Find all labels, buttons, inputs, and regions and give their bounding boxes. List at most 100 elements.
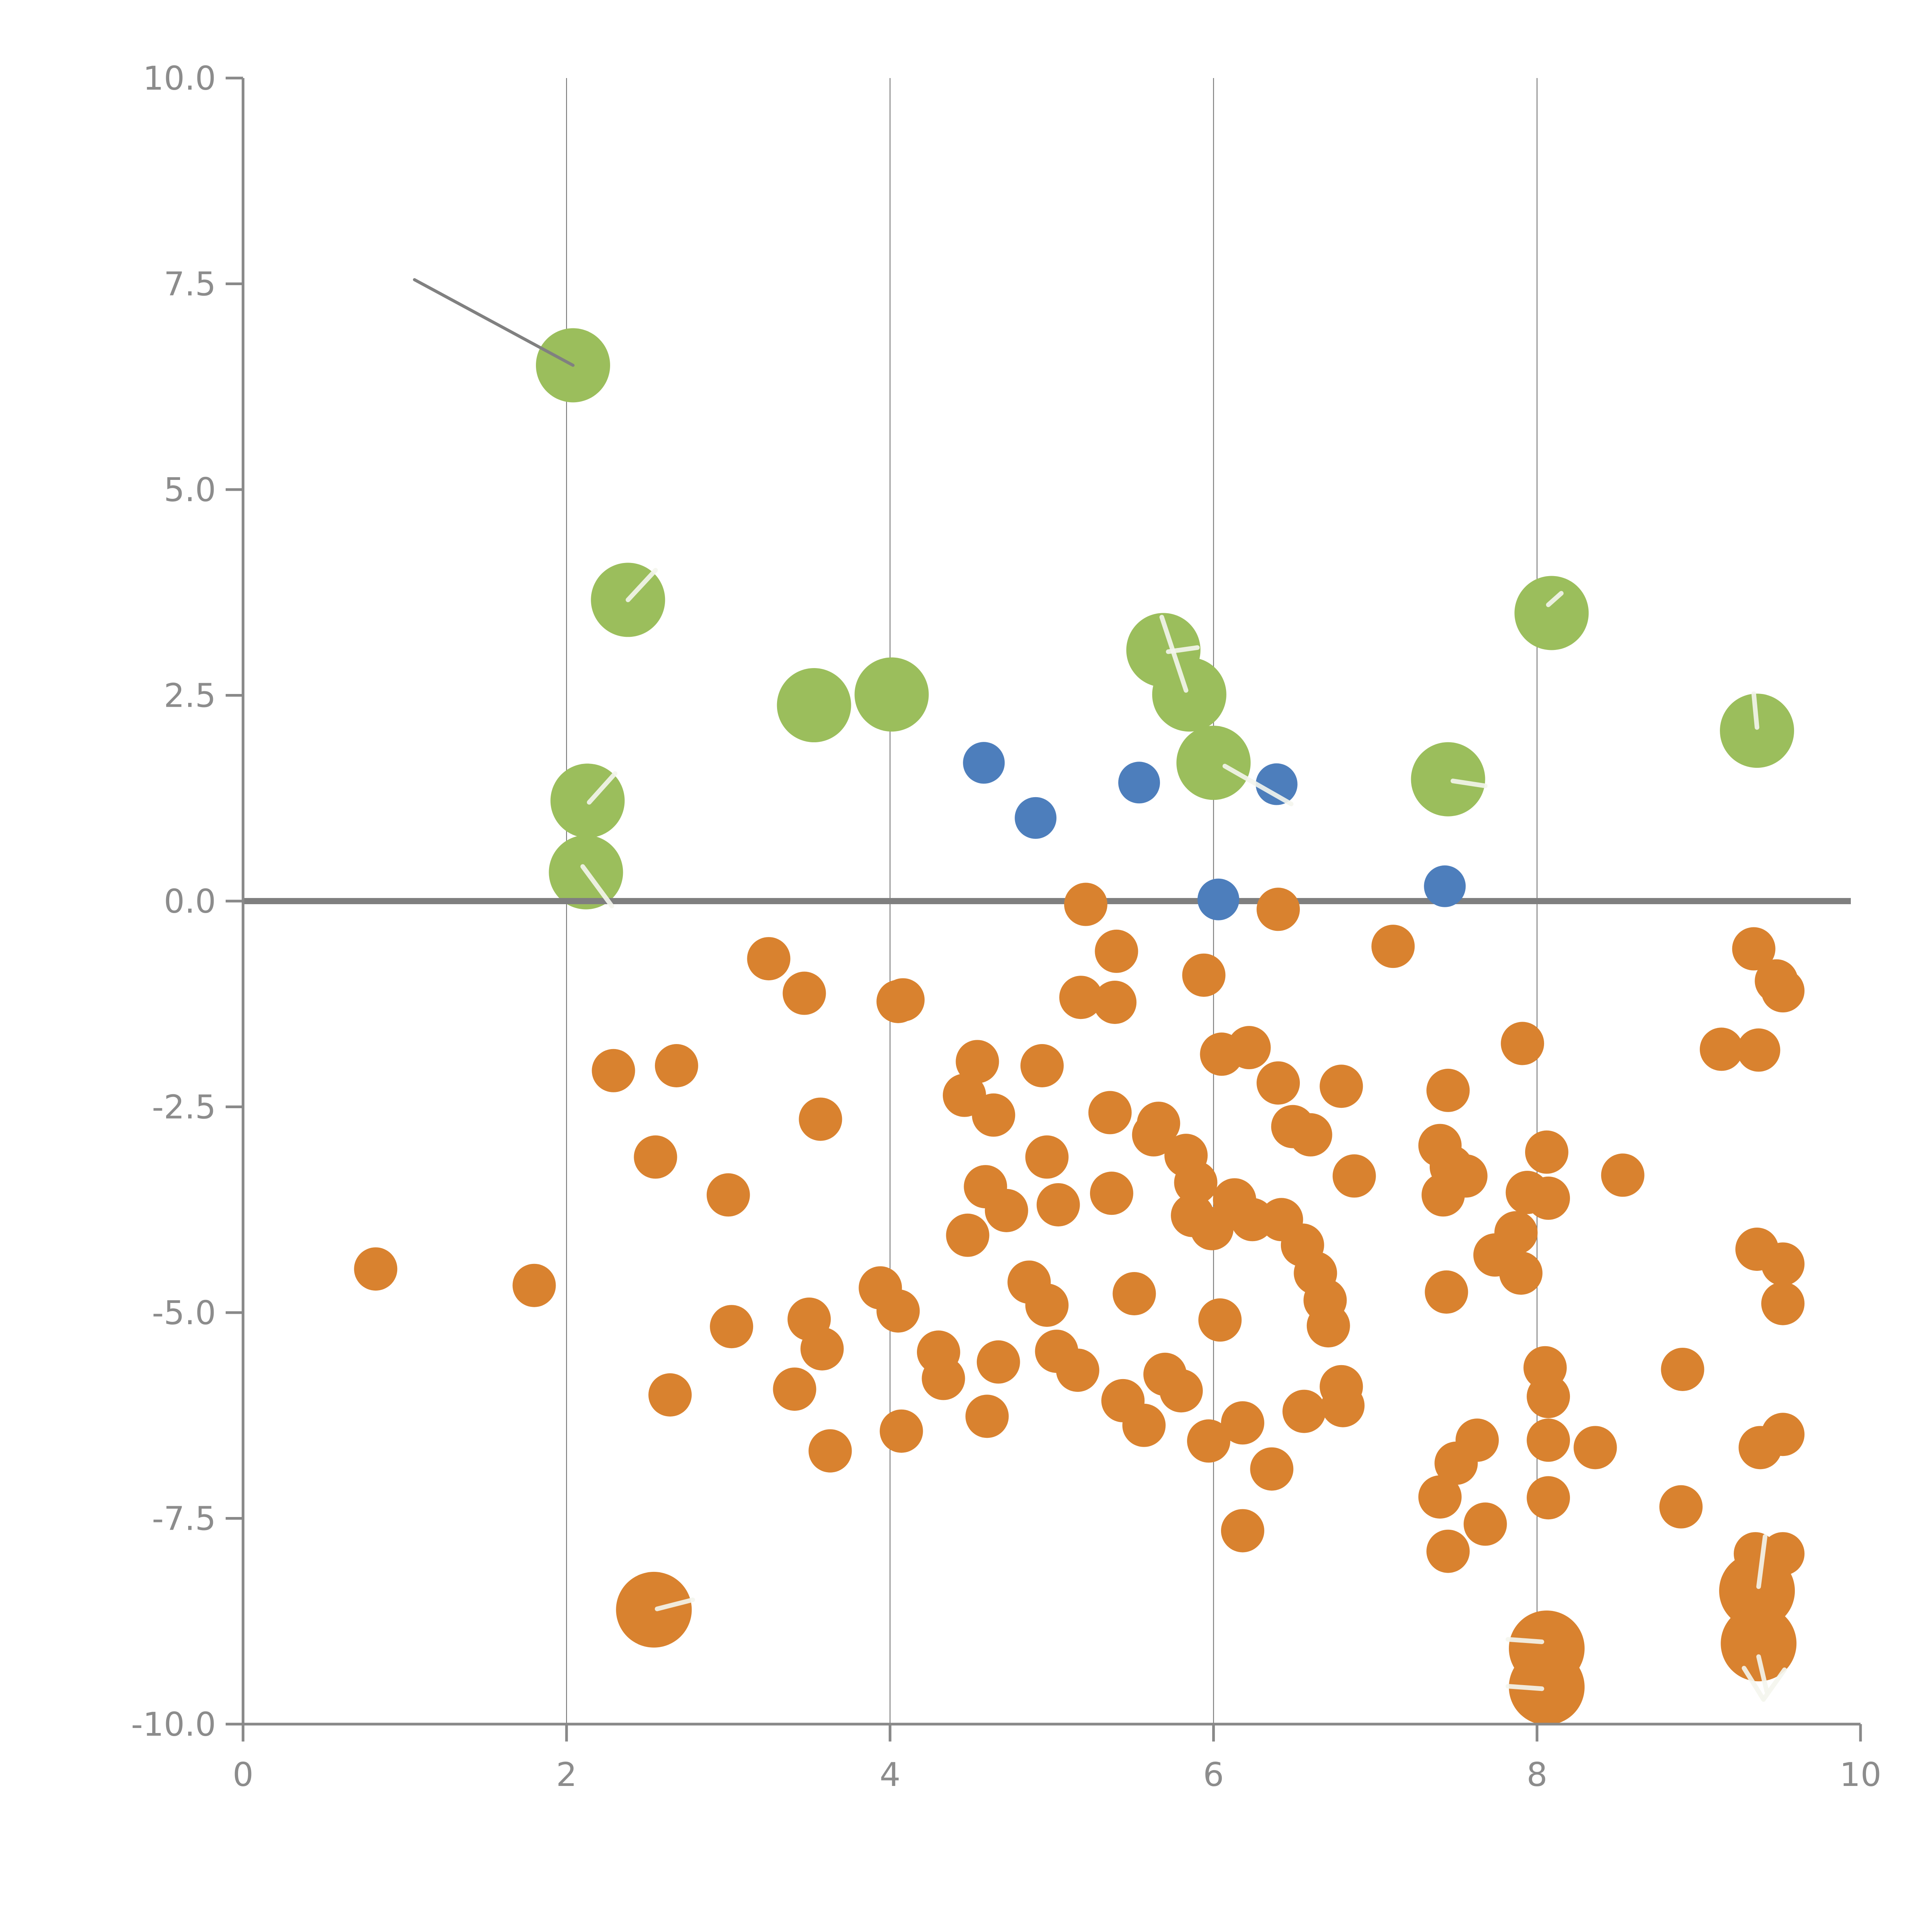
scatter-point-orange <box>616 1571 692 1648</box>
scatter-point-orange <box>1036 1183 1080 1226</box>
scatter-point-orange <box>1221 1509 1264 1553</box>
scatter-point-orange <box>1064 883 1107 926</box>
scatter-point-orange <box>1761 1282 1805 1325</box>
white-mark-9 <box>655 1597 695 1611</box>
y-tick-label: 10.0 <box>143 60 216 98</box>
scatter-point-orange <box>655 1044 698 1087</box>
scatter-point-orange <box>922 1357 965 1400</box>
scatter-point-orange <box>1289 1113 1332 1156</box>
y-tick-label: 2.5 <box>164 677 216 715</box>
white-marks <box>580 568 1787 1702</box>
scatter-point-orange <box>782 971 826 1015</box>
scatter-point-orange <box>1719 1553 1795 1629</box>
scatter-point-orange <box>879 1409 923 1453</box>
data-points <box>354 742 1805 1725</box>
scatter-point-orange <box>1250 1447 1294 1491</box>
x-tick-label: 4 <box>879 1756 900 1794</box>
scatter-point-orange <box>1257 1061 1300 1105</box>
scatter-point-blue <box>1424 865 1466 907</box>
scatter-point-orange <box>1573 1426 1617 1469</box>
scatter-point-orange <box>1434 1441 1478 1485</box>
scatter-point-orange <box>876 980 920 1023</box>
x-tick-label: 2 <box>556 1756 577 1794</box>
scatter-point-orange <box>648 1373 692 1417</box>
scatter-point-orange <box>1137 1102 1180 1145</box>
scatter-point-orange <box>1527 1375 1570 1418</box>
scatter-point-green <box>1411 742 1485 816</box>
scatter-point-orange <box>1426 1529 1470 1573</box>
green-series <box>536 328 1794 910</box>
scatter-point-orange <box>706 1173 750 1217</box>
scatter-point-orange <box>1306 1304 1350 1348</box>
white-mark-3 <box>1159 615 1189 693</box>
scatter-point-orange <box>1182 953 1226 997</box>
y-tick-label: -2.5 <box>152 1088 216 1127</box>
white-mark-0 <box>626 568 658 602</box>
scatter-point-orange <box>1661 1347 1704 1391</box>
scatter-point-orange <box>956 1040 999 1083</box>
white-mark-6 <box>1451 779 1488 788</box>
white-mark-10 <box>1505 1637 1544 1644</box>
scatter-point-blue <box>1197 878 1240 920</box>
scatter-point-orange <box>1761 1242 1805 1286</box>
scatter-point-orange <box>1059 976 1103 1019</box>
scatter-point-orange <box>1721 1605 1797 1682</box>
scatter-point-orange <box>1501 1022 1544 1065</box>
scatter-point-orange <box>1112 1272 1156 1316</box>
scatter-point-orange <box>747 937 791 981</box>
scatter-point-orange <box>1088 1091 1132 1134</box>
scatter-point-orange <box>1444 1154 1488 1198</box>
scatter-point-green <box>1152 657 1226 732</box>
scatter-point-orange <box>1527 1476 1570 1520</box>
scatter-point-orange <box>1525 1130 1568 1174</box>
scatter-point-orange <box>1187 1419 1231 1463</box>
axes <box>226 77 1862 1742</box>
scatter-point-orange <box>1025 1135 1069 1179</box>
x-tick-label: 8 <box>1527 1756 1548 1794</box>
scatter-point-orange <box>1425 1270 1468 1314</box>
x-tick-label: 0 <box>233 1756 253 1794</box>
scatter-point-orange <box>1122 1403 1166 1447</box>
y-tick-label: -10.0 <box>131 1706 216 1744</box>
scatter-point-orange <box>710 1305 753 1349</box>
scatter-point-orange <box>1499 1251 1543 1295</box>
scatter-point-orange <box>1426 1068 1470 1112</box>
scatter-point-orange <box>592 1049 635 1092</box>
white-mark-13 <box>1756 1654 1769 1694</box>
scatter-point-orange <box>1056 1349 1099 1392</box>
scatter-point-orange <box>876 1289 920 1333</box>
white-mark-12 <box>1756 1534 1768 1589</box>
y-tick-label: -5.0 <box>152 1294 216 1332</box>
scatter-point-green <box>1514 576 1589 650</box>
scatter-point-orange <box>1095 929 1138 973</box>
white-mark-1 <box>587 771 617 805</box>
scatter-point-blue <box>1118 762 1160 804</box>
scatter-point-blue <box>1015 797 1057 839</box>
scatter-point-blue <box>1255 763 1298 805</box>
scatter-point-orange <box>985 1189 1028 1232</box>
white-mark-8 <box>1751 691 1760 730</box>
x-tick-label: 10 <box>1840 1756 1881 1794</box>
scatter-point-orange <box>1257 888 1300 931</box>
scatter-point-orange <box>965 1395 1009 1438</box>
scatter-point-orange <box>972 1093 1015 1137</box>
scatter-point-orange <box>1020 1044 1064 1087</box>
scatter-point-orange <box>1601 1153 1645 1197</box>
scatter-point-orange <box>1700 1027 1743 1071</box>
scatter-point-orange <box>1320 1065 1363 1108</box>
scatter-point-orange <box>1418 1475 1462 1519</box>
scatter-point-orange <box>773 1367 816 1411</box>
scatter-point-orange <box>634 1135 677 1179</box>
scatter-point-orange <box>1093 980 1137 1024</box>
scatter-point-orange <box>1090 1172 1133 1215</box>
white-mark-4 <box>1166 645 1200 654</box>
scatter-point-green <box>777 668 851 743</box>
y-tick-label: 5.0 <box>164 471 216 509</box>
y-tick-label: -7.5 <box>152 1500 216 1538</box>
scatter-point-orange <box>512 1264 556 1307</box>
scatter-point-orange <box>1527 1176 1570 1220</box>
scatter-point-orange <box>1761 969 1805 1013</box>
white-mark-7 <box>1546 591 1564 607</box>
white-mark-5 <box>1222 764 1294 806</box>
